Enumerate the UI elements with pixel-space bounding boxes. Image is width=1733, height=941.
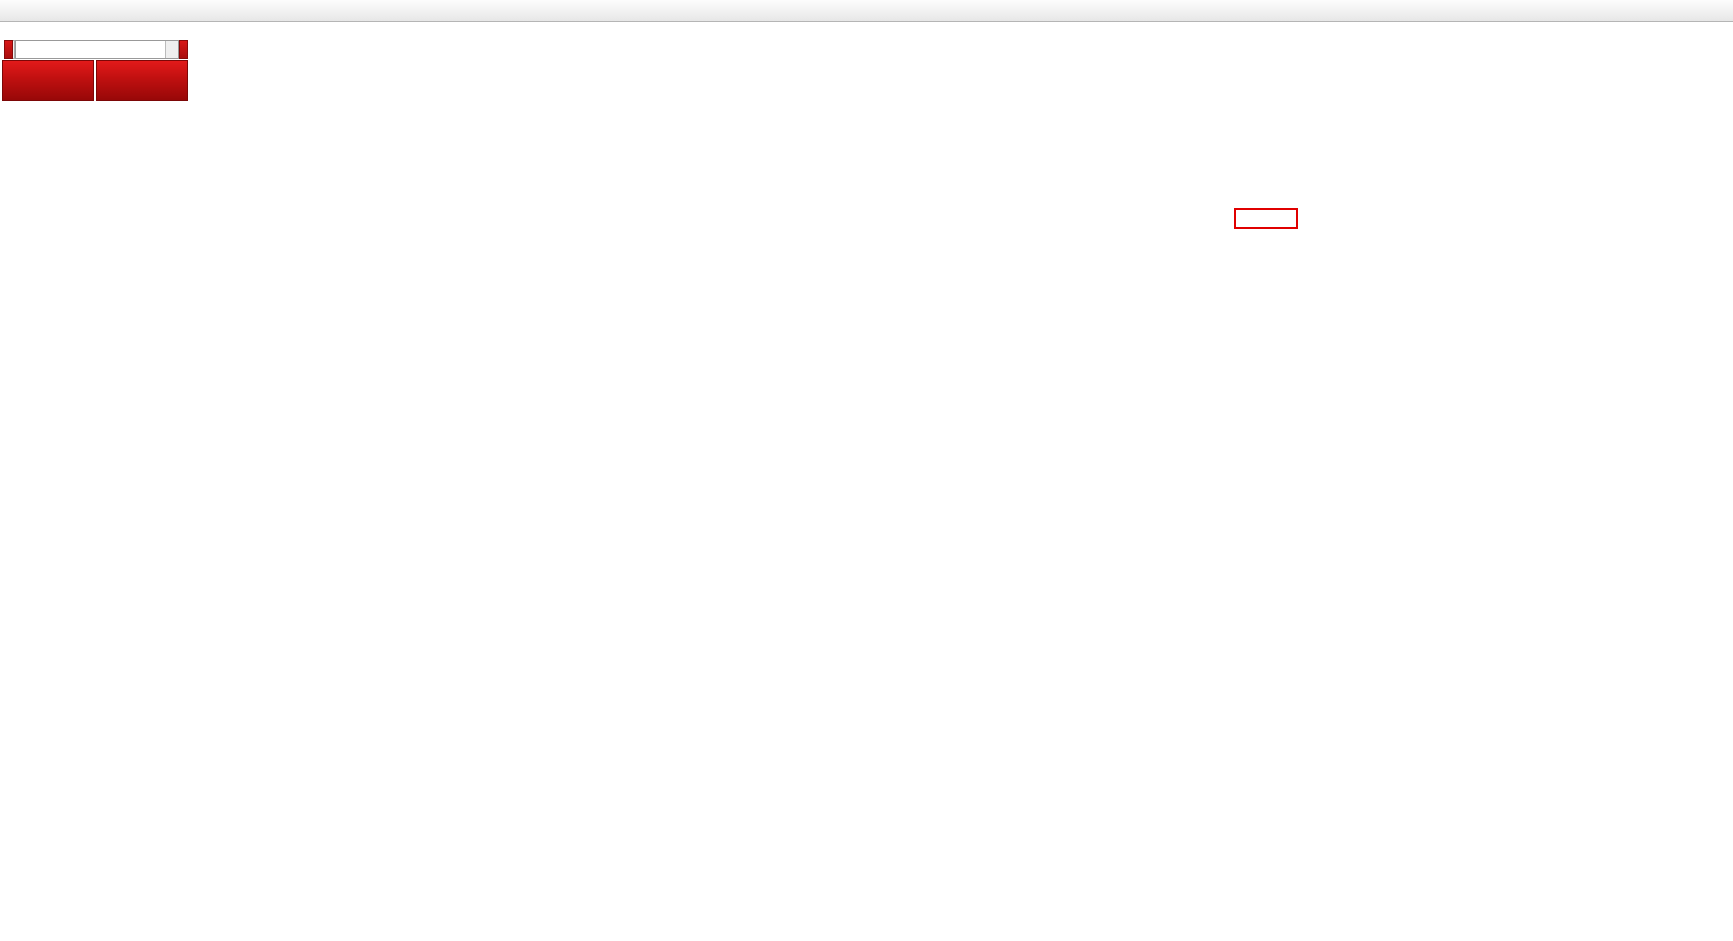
buy-quote-button[interactable] [96,60,188,101]
volume-spinner [165,41,179,58]
sell-quote-button[interactable] [2,60,94,101]
volume-box [15,40,180,59]
volume-increase-button[interactable] [166,41,179,50]
buy-button[interactable] [179,40,188,59]
volume-decrease-button[interactable] [166,49,179,58]
volume-input[interactable] [16,41,166,58]
main-toolbar [0,0,1733,22]
price-level-label[interactable] [1234,208,1298,229]
rsi-indicator-label [4,752,14,763]
chart-ohlc-header [7,25,42,38]
macd-indicator-label [4,585,19,596]
one-click-trading-panel [2,40,188,101]
sell-button[interactable] [3,40,13,59]
order-type-dropdown[interactable] [12,40,16,59]
